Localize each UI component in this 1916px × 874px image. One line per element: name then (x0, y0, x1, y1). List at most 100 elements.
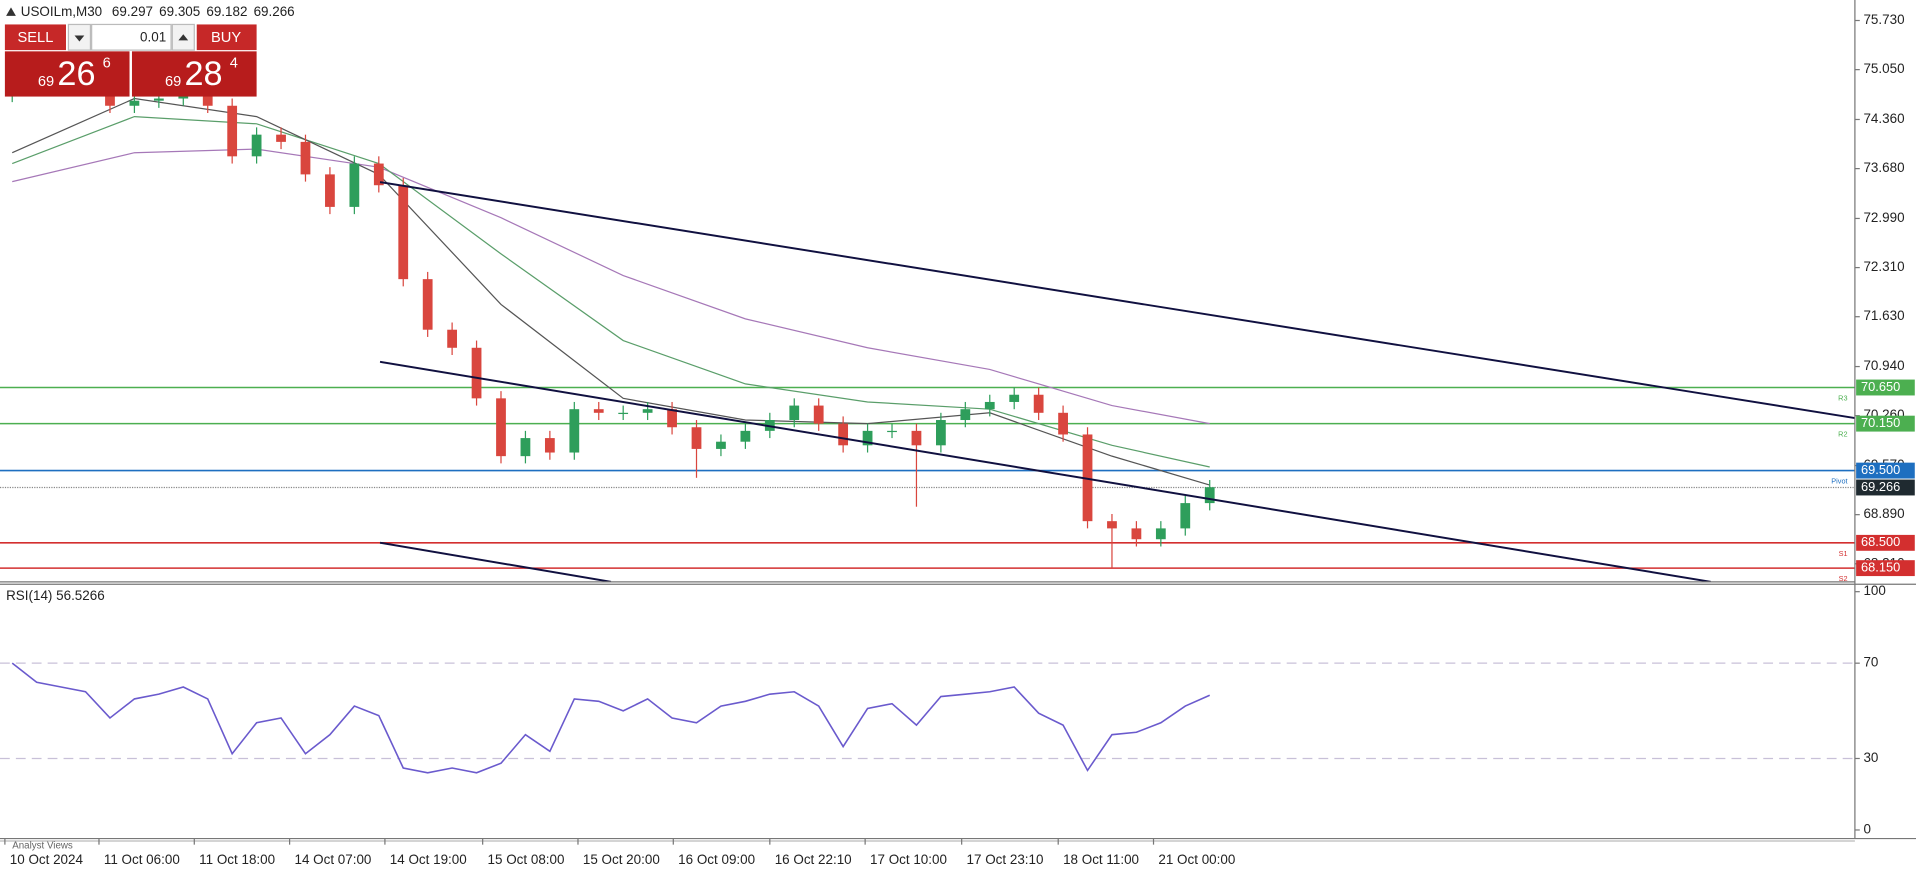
candle-body (862, 430, 873, 446)
y-tick-label: 75.730 (1863, 12, 1904, 27)
ask-main: 28 (185, 55, 223, 93)
rsi-layer (0, 662, 1855, 774)
level-name: S2 (1839, 574, 1848, 583)
level-tag (1856, 534, 1915, 551)
candle-body (178, 94, 189, 99)
candle-body (642, 409, 653, 413)
bid-small: 6 (103, 55, 111, 71)
lot-value: 0.01 (140, 29, 166, 44)
candle-body (887, 430, 897, 433)
level-label: 70.650 (1861, 379, 1900, 394)
candle-body (1155, 528, 1166, 540)
trade-panel: SELL 0.01 BUY 69 26 6 69 28 4 (4, 23, 257, 97)
x-tick-label: 15 Oct 20:00 (583, 852, 660, 867)
x-tick-label: 17 Oct 10:00 (870, 852, 947, 867)
last-price-label: 69.266 (1861, 479, 1900, 494)
level-label: 69.500 (1861, 462, 1900, 477)
x-tick-label: 15 Oct 08:00 (488, 852, 565, 867)
y-tick-label: 74.360 (1863, 111, 1904, 126)
candle-body (153, 98, 164, 101)
levels-layer: R3 R2 Pivot S1 S2 (0, 386, 1855, 583)
buy-button[interactable] (196, 24, 257, 51)
level-label: 68.150 (1861, 560, 1900, 575)
ask-small: 4 (230, 55, 238, 71)
candle-body (227, 105, 238, 157)
rsi-tick-label: 100 (1863, 583, 1885, 598)
y-tick-label: 75.050 (1863, 61, 1904, 76)
rsi-tick-label: 70 (1863, 655, 1878, 670)
bid-box[interactable] (4, 51, 130, 97)
high: 69.305 (159, 4, 200, 19)
y-tick-label: 71.630 (1863, 308, 1904, 323)
up-arrow (178, 34, 189, 41)
candle-body (1180, 503, 1191, 529)
candles-layer (7, 71, 1215, 569)
candle-body (1131, 528, 1142, 540)
rsi-tick-label: 0 (1863, 822, 1870, 837)
x-tick-label: 14 Oct 19:00 (390, 852, 467, 867)
candle-body (544, 438, 555, 453)
x-tick-label: 18 Oct 11:00 (1063, 852, 1139, 867)
trend-line (379, 541, 612, 582)
candle-body (1107, 521, 1117, 529)
symbol: USOILm,M30 (21, 4, 102, 19)
rsi-title: RSI(14) 56.5266 (6, 588, 105, 603)
x-tick-label: 21 Oct 00:00 (1158, 852, 1235, 867)
candle-body (471, 347, 482, 399)
rsi-tick-label: 30 (1863, 750, 1878, 765)
down-arrow (74, 35, 85, 42)
ask-box[interactable] (131, 51, 257, 97)
close: 69.266 (254, 4, 295, 19)
level-tag (1856, 379, 1915, 396)
candle-body (838, 423, 849, 446)
symbol-info: USOILm,M30 69.297 69.305 69.182 69.266 (21, 4, 295, 19)
candle-body (325, 174, 335, 207)
candle-body (960, 409, 971, 421)
sell-button[interactable] (4, 24, 66, 51)
candle-body (105, 87, 115, 106)
candle-body (1204, 487, 1215, 504)
level-name: R2 (1838, 430, 1847, 439)
lot-input[interactable] (91, 23, 172, 51)
collapse-icon[interactable] (6, 7, 16, 16)
sell-label: SELL (18, 30, 54, 46)
candle-body (667, 409, 677, 428)
candle-body (716, 441, 726, 449)
moving-average (11, 97, 1210, 486)
low: 69.182 (206, 4, 247, 19)
candle-body (1009, 394, 1020, 402)
moving-average (12, 115, 1210, 468)
bid-big: 69 (38, 74, 54, 90)
level-tag (1856, 560, 1915, 577)
ma-layer (11, 97, 1210, 486)
level-label: 68.500 (1861, 534, 1900, 549)
candle-body (496, 398, 506, 457)
rsi-line (11, 662, 1211, 774)
y-tick-label: 70.940 (1863, 358, 1904, 373)
ask-big: 69 (165, 74, 181, 90)
level-name: R3 (1838, 393, 1847, 402)
bid-main: 26 (57, 55, 95, 93)
candle-body (251, 134, 262, 157)
y-tick-label: 72.310 (1863, 259, 1904, 274)
level-label: 70.150 (1861, 415, 1900, 430)
candle-body (789, 405, 800, 421)
analyst-tab[interactable]: Analyst Views (12, 840, 73, 851)
candle-body (520, 438, 531, 457)
moving-average (12, 148, 1210, 425)
candle-body (276, 134, 286, 142)
candle-body (422, 279, 433, 330)
x-tick-label: 16 Oct 22:10 (775, 852, 852, 867)
x-tick-label: 16 Oct 09:00 (678, 852, 755, 867)
level-tag (1856, 462, 1915, 479)
open: 69.297 (112, 4, 153, 19)
level-name: Pivot (1831, 477, 1847, 486)
last-price-tag (1856, 479, 1915, 496)
candle-body (813, 405, 824, 424)
x-tick-label: 10 Oct 2024 (10, 852, 84, 867)
x-tick-label: 11 Oct 06:00 (104, 852, 180, 867)
candle-body (300, 141, 311, 175)
trend-lines (379, 181, 1855, 582)
